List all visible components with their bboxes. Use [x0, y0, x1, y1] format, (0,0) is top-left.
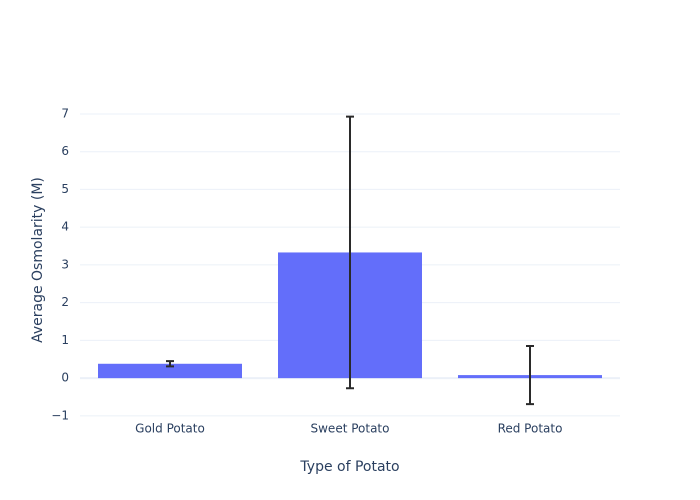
- y-tick-label: 3: [61, 257, 69, 271]
- error-bar: [166, 360, 174, 368]
- y-axis-title: Average Osmolarity (M): [30, 177, 46, 343]
- bar: [98, 363, 242, 379]
- y-tick-label: 1: [61, 333, 69, 347]
- x-axis-title: Type of Potato: [299, 459, 399, 475]
- y-tick-label: 7: [61, 106, 69, 120]
- y-tick-label: 6: [61, 144, 69, 158]
- error-bar: [526, 345, 534, 406]
- x-tick-label: Sweet Potato: [311, 422, 390, 436]
- y-tick-label: 0: [61, 371, 69, 385]
- x-tick-label: Red Potato: [498, 422, 563, 436]
- y-tick-label: 5: [61, 182, 69, 196]
- error-bar: [346, 115, 354, 390]
- y-tick-label: −1: [51, 408, 69, 422]
- y-tick-label: 2: [61, 295, 69, 309]
- y-tick-label: 4: [61, 220, 69, 234]
- x-tick-label: Gold Potato: [135, 422, 205, 436]
